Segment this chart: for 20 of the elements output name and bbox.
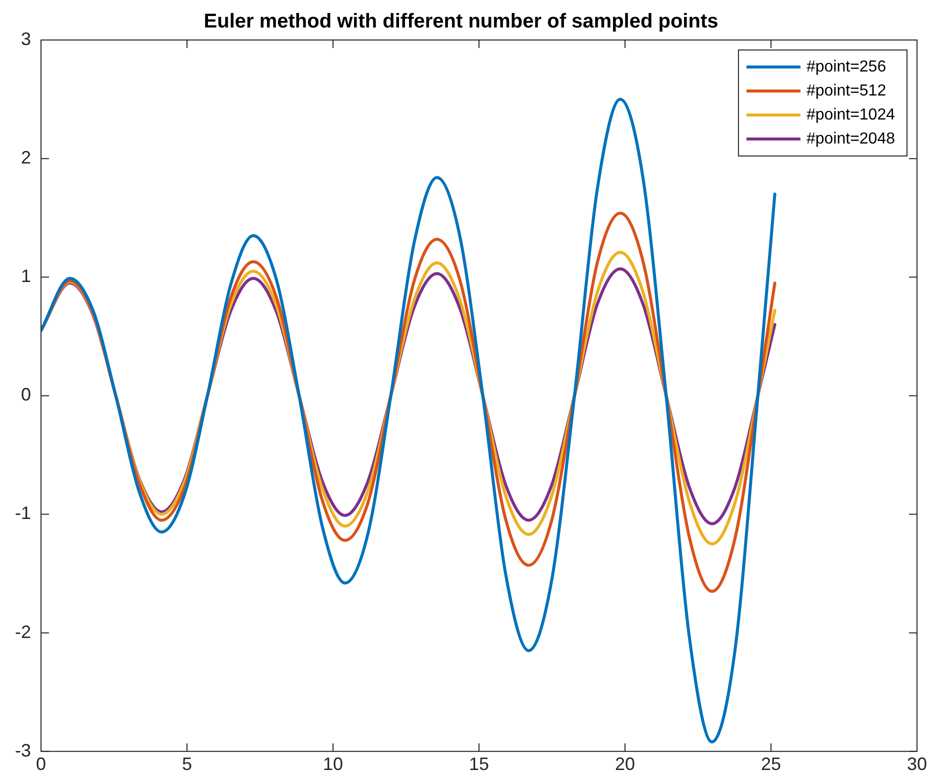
x-tick-label: 25 (760, 754, 782, 774)
legend-label: #point=512 (806, 82, 886, 100)
y-tick-label: 2 (20, 148, 32, 168)
y-tick-label: -3 (14, 740, 32, 760)
x-tick-label: 20 (614, 754, 636, 774)
legend-label: #point=1024 (806, 106, 896, 124)
y-tick-label: -1 (14, 503, 32, 524)
y-tick-label: 0 (20, 384, 32, 405)
y-tick-label: -2 (14, 622, 32, 642)
legend-label: #point=2048 (806, 130, 896, 148)
legend-label: #point=256 (806, 58, 886, 76)
line-series (41, 98, 776, 744)
y-tick-label: 3 (20, 28, 32, 49)
y-tick-label: 1 (20, 266, 32, 286)
x-tick-label: 15 (468, 754, 490, 774)
x-tick-label: 10 (322, 754, 344, 774)
x-tick-label: 0 (36, 754, 46, 774)
x-tick-label: 30 (906, 754, 928, 774)
x-tick-label: 5 (182, 754, 192, 774)
chart-title: Euler method with different number of sampled points (204, 10, 718, 33)
